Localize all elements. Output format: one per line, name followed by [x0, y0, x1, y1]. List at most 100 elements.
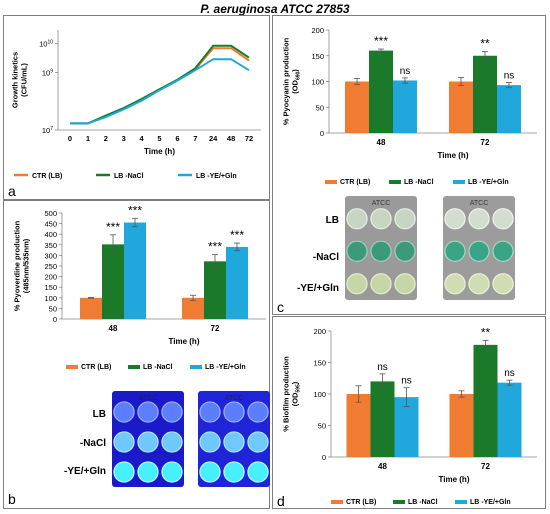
- bar: [370, 381, 395, 457]
- plate-photo-left: ATCC: [112, 391, 184, 487]
- significance-label: **: [481, 325, 491, 339]
- bar: [393, 80, 417, 133]
- plate-well: [394, 240, 416, 262]
- y-tick-label: 400: [44, 230, 57, 239]
- x-tick-label: 48: [109, 324, 118, 333]
- y-axis-label: (485nm/535nm): [22, 238, 31, 293]
- plate-well: [113, 431, 135, 453]
- plate-well: [492, 273, 514, 295]
- plate-well: [370, 273, 392, 295]
- plate-well: [161, 401, 183, 423]
- plate-row-label: LB: [326, 215, 339, 226]
- y-tick-label: 50: [49, 304, 57, 313]
- bar: [204, 261, 226, 319]
- legend-label: CTR (LB): [32, 173, 62, 180]
- plate-well: [113, 401, 135, 423]
- plate-well: [247, 431, 269, 453]
- x-tick-label: 48: [227, 134, 235, 143]
- bar: [80, 297, 102, 319]
- significance-label: **: [480, 37, 490, 51]
- panel-b: 0 50 100 150 200 250 300 350 400 450 500 48 *** *** 72…: [3, 200, 270, 509]
- legend-label: LB -YE/+Gln: [205, 364, 246, 371]
- legend-label: LB -YE/+Gln: [470, 499, 511, 506]
- y-tick-label: 500: [44, 209, 57, 218]
- y-tick-label: 0: [53, 315, 57, 324]
- plate-well: [346, 208, 368, 230]
- legend-label: LB -YE/+Gln: [468, 179, 509, 186]
- x-tick-label: 6: [175, 134, 179, 143]
- plate-well: [223, 431, 245, 453]
- legend-label: CTR (LB): [340, 179, 370, 186]
- plate-row-label: -NaCl: [313, 252, 339, 263]
- plate-photo-right: ATCC: [198, 391, 270, 487]
- bar: [369, 50, 393, 133]
- legend-swatch: [325, 180, 337, 184]
- x-axis-label: Time (h): [438, 151, 469, 160]
- plate-well: [199, 401, 221, 423]
- plate-well: [199, 431, 221, 453]
- x-tick-label: 24: [209, 134, 218, 143]
- x-tick-label: 0: [68, 134, 72, 143]
- significance-label: ns: [377, 362, 388, 373]
- plate-well: [370, 208, 392, 230]
- bar: [473, 344, 498, 457]
- y-tick-label: 100: [44, 294, 57, 303]
- plate-well: [468, 273, 490, 295]
- y-tick-label: 200: [311, 26, 324, 35]
- y-axis-label: Growth kinetics: [11, 52, 20, 108]
- series-line: [70, 58, 250, 125]
- plate-row-label: LB: [93, 409, 106, 420]
- legend-label: CTR (LB): [346, 499, 376, 506]
- y-tick-label: 150: [313, 359, 326, 368]
- y-tick-label: 0: [322, 453, 326, 462]
- y-axis-label: % Pyocyanin production: [282, 37, 291, 125]
- x-tick-label: 48: [378, 462, 387, 471]
- legend-label: CTR (LB): [81, 364, 111, 371]
- plate-well: [492, 208, 514, 230]
- legend-label: LB -NaCl: [408, 499, 438, 506]
- plate-well: [137, 401, 159, 423]
- plate-well: [161, 431, 183, 453]
- bar: [345, 81, 369, 133]
- x-tick-label: 2: [104, 134, 108, 143]
- plate-photo-left: ATCC: [345, 196, 417, 300]
- legend-swatch: [389, 180, 401, 184]
- significance-label: ***: [106, 220, 120, 234]
- y-axis-label-group: % Pyocyanin production (OD690): [282, 37, 302, 125]
- x-axis-label: Time (h): [169, 337, 200, 346]
- x-tick-label: 48: [377, 138, 386, 147]
- y-axis-label: (OD595): [291, 381, 302, 406]
- plate-well: [394, 273, 416, 295]
- legend-label: LB -NaCl: [114, 173, 144, 180]
- y-tick-label: 150: [311, 52, 324, 61]
- plate-well: [137, 431, 159, 453]
- significance-label: ***: [208, 240, 222, 254]
- y-tick-label: 150: [44, 283, 57, 292]
- x-tick-label: 72: [481, 462, 490, 471]
- y-axis-label: (CFU/mL): [20, 63, 29, 97]
- y-tick-label: 350: [44, 241, 57, 250]
- plate-well: [247, 461, 269, 483]
- plate-well: [137, 461, 159, 483]
- legend-label: LB -NaCl: [404, 179, 434, 186]
- plate-well: [346, 240, 368, 262]
- legend-label: LB -YE/+Gln: [196, 173, 237, 180]
- legend-swatch: [128, 365, 140, 369]
- plate-text: ATCC: [372, 200, 391, 207]
- significance-label: ns: [504, 368, 515, 379]
- x-tick-label: 7: [193, 134, 197, 143]
- x-axis-label: Time (h): [439, 475, 470, 484]
- plate-text: ATCC: [139, 395, 158, 402]
- legend-swatch: [453, 180, 465, 184]
- y-tick-label: 50: [318, 422, 326, 431]
- x-tick-label: 72: [481, 138, 490, 147]
- bar: [473, 55, 497, 133]
- y-tick-label: 100: [313, 390, 326, 399]
- panel-letter: a: [8, 183, 16, 199]
- plate-well: [346, 273, 368, 295]
- plate-row-label: -YE/+Gln: [297, 283, 339, 294]
- y-axis-label-group: % Pyoverdine production (485nm/535nm): [13, 220, 31, 311]
- bar: [102, 244, 124, 319]
- x-tick-label: 72: [245, 134, 253, 143]
- significance-label: ns: [504, 71, 515, 82]
